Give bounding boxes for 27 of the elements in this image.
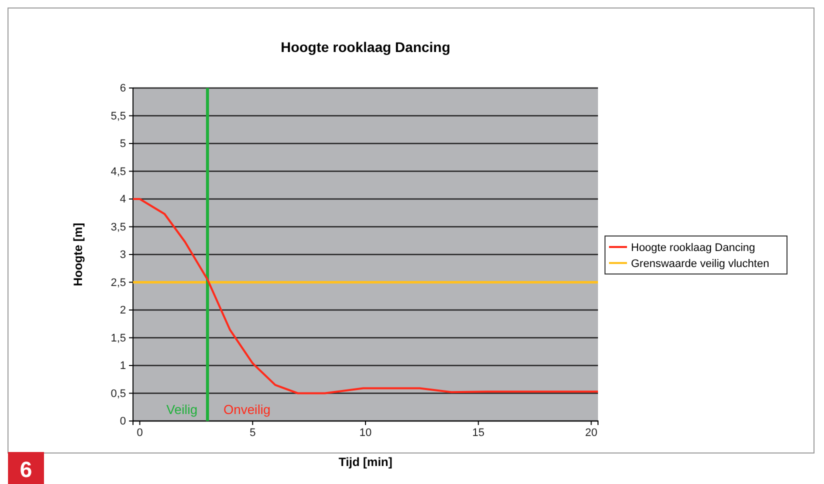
y-tick-label: 4,5 [110,166,126,178]
y-tick-label: 1 [120,360,126,372]
line-series [132,198,599,394]
chart-title: Hoogte rooklaag Dancing [280,39,450,55]
y-tick-label: 0,5 [110,388,126,400]
x-tick-label: 10 [359,426,372,439]
y-tick-label: 3 [120,249,126,262]
x-tick-label: 0 [136,426,143,439]
x-axis-title: Tijd [min] [338,455,392,469]
x-tick-label: 15 [472,426,484,439]
y-tick-label: 2,5 [110,276,126,289]
text: 6 [20,457,32,482]
y-tick-label: 4 [120,194,126,206]
legend-label: Grenswaarde veilig vluchten [631,258,770,270]
y-tick-label: 5,5 [110,110,126,122]
y-tick-label: 0 [120,416,126,428]
annotation: Onveilig [223,402,270,417]
y-tick-label: 2 [120,304,126,317]
x-tick-label: 5 [250,426,256,439]
y-tick-label: 6 [120,82,126,95]
y-tick-label: 1,5 [110,332,126,344]
y-axis-title: Hoogte [m] [71,222,85,286]
y-tick-label: 5 [120,138,126,150]
y-tick-label: 3,5 [110,221,126,234]
annotation: Veilig [166,402,198,417]
x-tick-label: 20 [585,426,598,439]
legend-label: Hoogte rooklaag Dancing [631,242,756,254]
